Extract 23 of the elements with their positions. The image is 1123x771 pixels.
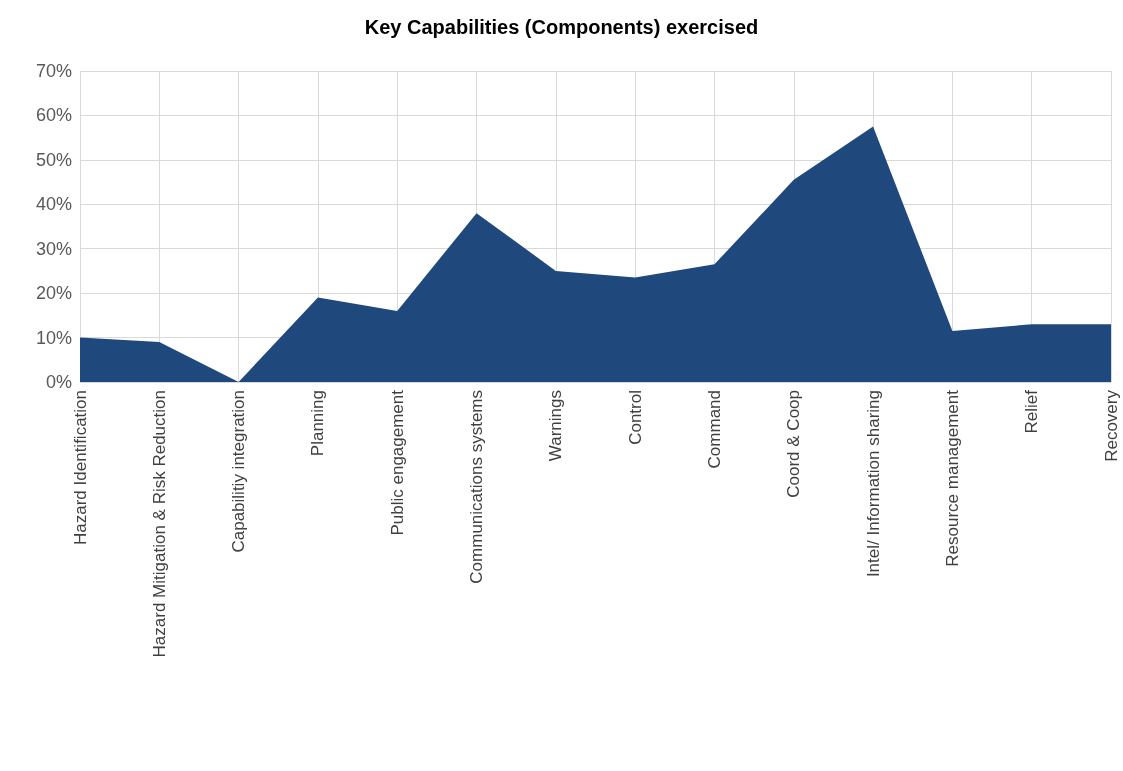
x-tick-label: Capabilitiy integration: [229, 390, 249, 553]
x-tick-label: Control: [625, 390, 645, 445]
x-tick-label: Planning: [308, 390, 328, 457]
y-tick-label: 40%: [35, 194, 72, 215]
y-tick-label: 50%: [35, 149, 72, 170]
x-tick-label: Public engagement: [387, 389, 407, 536]
x-tick-label: Hazard Identification: [70, 390, 90, 545]
x-tick-label: Communications systems: [467, 390, 487, 584]
x-tick-label: Recovery: [1101, 389, 1121, 462]
y-tick-label: 60%: [35, 105, 72, 126]
x-tick-label: Hazard Mitigation & Risk Reduction: [149, 390, 169, 658]
x-tick-label: Relief: [1022, 389, 1042, 434]
x-tick-label: Resource management: [942, 389, 962, 567]
x-tick-label: Intel/ Information sharing: [863, 390, 883, 578]
y-tick-label: 30%: [35, 238, 72, 259]
y-tick-label: 10%: [35, 327, 72, 348]
x-tick-label: Warnings: [546, 390, 566, 462]
y-tick-label: 20%: [35, 283, 72, 304]
x-tick-label: Command: [704, 390, 724, 469]
x-tick-label: Coord & Coop: [784, 390, 804, 498]
chart-title: Key Capabilities (Components) exercised: [364, 16, 759, 38]
y-tick-label: 0%: [45, 372, 72, 392]
y-tick-label: 70%: [35, 61, 72, 81]
